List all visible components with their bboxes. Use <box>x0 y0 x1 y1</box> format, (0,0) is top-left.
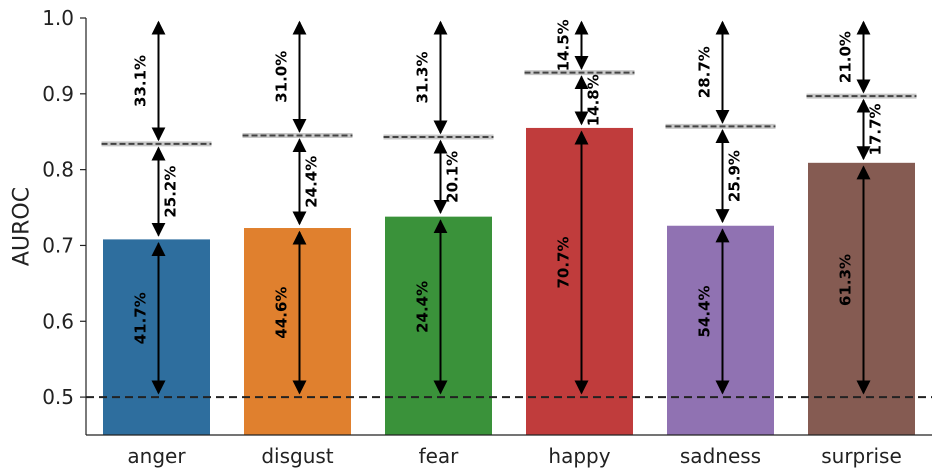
pct-gap-disgust: 24.4% <box>303 156 321 208</box>
x-tick-label-anger: anger <box>127 444 186 468</box>
bar-sadness <box>667 225 774 435</box>
pct-bar-disgust: 44.6% <box>273 287 291 339</box>
y-tick-label-0.9: 0.9 <box>42 82 74 106</box>
pct-gap-anger: 25.2% <box>162 166 180 218</box>
y-tick-label-0.7: 0.7 <box>42 233 74 257</box>
y-tick-label-0.6: 0.6 <box>42 309 74 333</box>
pct-bar-surprise: 61.3% <box>837 254 855 306</box>
pct-top-fear: 31.3% <box>414 51 432 103</box>
bar-happy <box>526 127 633 435</box>
x-tick-label-sadness: sadness <box>680 444 761 468</box>
pct-gap-happy: 14.8% <box>585 74 603 126</box>
y-axis-label: AUROC <box>10 187 35 266</box>
y-tick-label-0.5: 0.5 <box>42 385 74 409</box>
x-tick-label-happy: happy <box>548 444 610 468</box>
pct-bar-sadness: 54.4% <box>696 285 714 337</box>
pct-bar-happy: 70.7% <box>555 236 573 288</box>
pct-top-anger: 33.1% <box>132 55 150 107</box>
y-tick-label-1.0: 1.0 <box>42 6 74 30</box>
pct-top-happy: 14.5% <box>555 19 573 71</box>
bar-fear <box>385 216 492 435</box>
x-tick-label-surprise: surprise <box>821 444 902 468</box>
x-tick-label-fear: fear <box>419 444 460 468</box>
pct-bar-anger: 41.7% <box>132 292 150 344</box>
bar-surprise <box>808 162 915 435</box>
pct-top-surprise: 21.0% <box>837 31 855 83</box>
pct-gap-surprise: 17.7% <box>867 103 885 155</box>
x-tick-label-disgust: disgust <box>261 444 333 468</box>
y-tick-label-0.8: 0.8 <box>42 158 74 182</box>
bar-disgust <box>244 228 351 435</box>
pct-bar-fear: 24.4% <box>414 281 432 333</box>
pct-gap-fear: 20.1% <box>444 151 462 203</box>
pct-top-disgust: 31.0% <box>273 51 291 103</box>
pct-top-sadness: 28.7% <box>696 46 714 98</box>
bar-anger <box>103 239 210 435</box>
pct-gap-sadness: 25.9% <box>726 150 744 202</box>
